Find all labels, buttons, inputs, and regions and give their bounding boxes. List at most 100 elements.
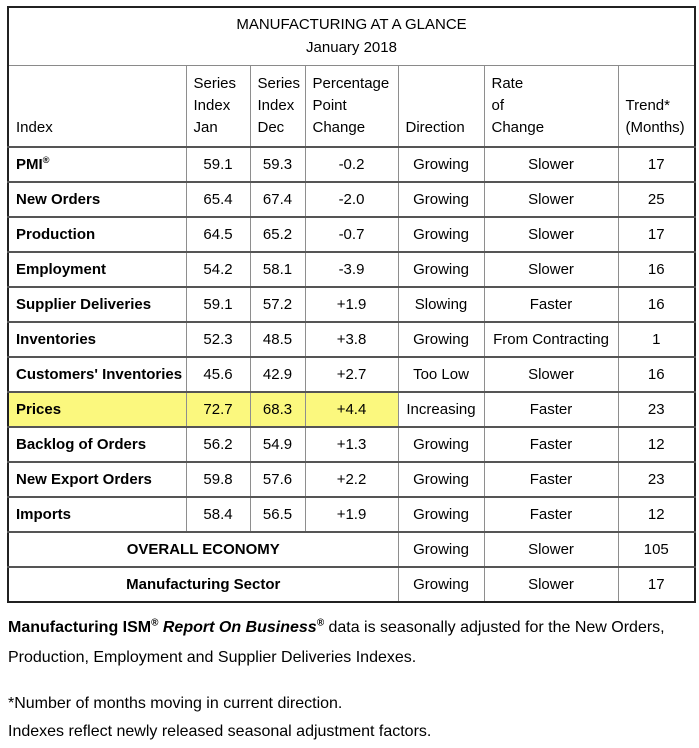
cell-percentage-point-change: +2.7 [304, 355, 398, 392]
cell-series-index-dec: 56.5 [249, 495, 305, 532]
cell-percentage-point-change: +4.4 [304, 390, 398, 427]
cell-trend-months: 1 [617, 320, 696, 357]
column-header-direction: Direction [397, 65, 484, 147]
cell-direction: Growing [397, 565, 484, 602]
cell-percentage-point-change: -3.9 [304, 250, 398, 287]
cell-index-name: New Export Orders [8, 460, 186, 497]
cell-trend-months: 17 [617, 145, 696, 182]
cell-series-index-jan: 45.6 [185, 355, 250, 392]
table-row-customers-inventories: Customers' Inventories 45.6 42.9 +2.7 Too Lo… [8, 355, 696, 392]
index-name: New Export Orders [16, 470, 152, 488]
footnote-segment: Report On Business [162, 618, 317, 636]
cell-rate-of-change: Slower [483, 215, 618, 252]
cell-index-name: Employment [8, 250, 186, 287]
cell-series-index-dec: 65.2 [249, 215, 305, 252]
cell-series-index-dec: 48.5 [249, 320, 305, 357]
cell-series-index-jan: 59.1 [185, 285, 250, 322]
cell-trend-months: 23 [617, 460, 696, 497]
footnote-segment: ® [316, 617, 324, 629]
table-title-block: MANUFACTURING AT A GLANCE January 2018 [8, 7, 696, 66]
index-name: Customers' Inventories [16, 365, 183, 383]
cell-trend-months: 23 [617, 390, 696, 427]
cell-direction: Growing [397, 320, 484, 357]
cell-direction: Too Low [397, 355, 484, 392]
cell-percentage-point-change: -2.0 [304, 180, 398, 217]
table-row-new-orders: New Orders 65.4 67.4 -2.0 Growing Slower 25 [8, 180, 696, 217]
cell-direction: Growing [397, 460, 484, 497]
cell-direction: Growing [397, 215, 484, 252]
table-row-inventories: Inventories 52.3 48.5 +3.8 Growing From Contr… [8, 320, 696, 357]
summary-row-manufacturing-sector: Manufacturing Sector Growing Slower 17 [8, 565, 696, 602]
cell-series-index-jan: 52.3 [185, 320, 250, 357]
cell-direction: Growing [397, 530, 484, 567]
cell-series-index-dec: 54.9 [249, 425, 305, 462]
cell-trend-months: 25 [617, 180, 696, 217]
cell-series-index-jan: 64.5 [185, 215, 250, 252]
cell-percentage-point-change: +1.9 [304, 285, 398, 322]
cell-series-index-dec: 58.1 [249, 250, 305, 287]
cell-trend-months: 105 [617, 530, 696, 567]
table-title: MANUFACTURING AT A GLANCE [236, 16, 467, 33]
cell-percentage-point-change: +3.8 [304, 320, 398, 357]
registered-mark: ® [42, 154, 50, 165]
cell-index-name: Production [8, 215, 186, 252]
cell-percentage-point-change: -0.2 [304, 145, 398, 182]
table-body: PMI® 59.1 59.3 -0.2 Growing Slower 17 New Order… [8, 145, 696, 532]
cell-series-index-jan: 54.2 [185, 250, 250, 287]
footnote-trend-months: *Number of months moving in current dire… [8, 694, 343, 712]
cell-series-index-dec: 42.9 [249, 355, 305, 392]
footnote-segment: Manufacturing ISM [8, 618, 152, 636]
cell-trend-months: 16 [617, 355, 696, 392]
cell-series-index-jan: 59.8 [185, 460, 250, 497]
cell-direction: Growing [397, 250, 484, 287]
cell-rate-of-change: Slower [483, 250, 618, 287]
header-row: Index Series Index Jan Series Index Dec Per… [8, 65, 696, 147]
summary-body: OVERALL ECONOMY Growing Slower 105 Manufactu… [8, 530, 696, 602]
cell-trend-months: 12 [617, 425, 696, 462]
cell-direction: Growing [397, 495, 484, 532]
index-name: Production [16, 225, 96, 243]
table-row-employment: Employment 54.2 58.1 -3.9 Growing Slower 16 [8, 250, 696, 287]
cell-series-index-dec: 57.2 [249, 285, 305, 322]
column-header-series-index-dec: Series Index Dec [249, 65, 305, 147]
footnote-seasonal-adjustment: Manufacturing ISM® Report On Business® d… [8, 613, 684, 673]
manufacturing-table: MANUFACTURING AT A GLANCE January 2018 I… [7, 6, 697, 603]
table-row-backlog-of-orders: Backlog of Orders 56.2 54.9 +1.3 Growing Fast… [8, 425, 696, 462]
cell-index-name: Prices [8, 390, 186, 427]
footnote-segment: data is seasonally adjusted for the New … [8, 618, 665, 666]
cell-percentage-point-change: +1.9 [304, 495, 398, 532]
cell-rate-of-change: Faster [483, 495, 618, 532]
cell-index-name: Supplier Deliveries [8, 285, 186, 322]
cell-series-index-dec: 68.3 [249, 390, 305, 427]
table-row-supplier-deliveries: Supplier Deliveries 59.1 57.2 +1.9 Slowing Fa… [8, 285, 696, 322]
cell-series-index-jan: 58.4 [185, 495, 250, 532]
cell-series-index-jan: 59.1 [185, 145, 250, 182]
index-name: PMI [16, 155, 43, 173]
index-name: Imports [16, 505, 72, 523]
cell-direction: Growing [397, 180, 484, 217]
cell-summary-label: Manufacturing Sector [8, 565, 398, 602]
cell-index-name: PMI® [8, 145, 186, 182]
cell-direction: Growing [397, 425, 484, 462]
index-name: Backlog of Orders [16, 435, 147, 453]
cell-rate-of-change: Slower [483, 565, 618, 602]
cell-percentage-point-change: +2.2 [304, 460, 398, 497]
table-subtitle: January 2018 [306, 39, 397, 56]
cell-trend-months: 16 [617, 285, 696, 322]
cell-series-index-dec: 67.4 [249, 180, 305, 217]
cell-percentage-point-change: +1.3 [304, 425, 398, 462]
cell-index-name: Customers' Inventories [8, 355, 186, 392]
column-header-percentage-point-change: Percentage Point Change [304, 65, 398, 147]
cell-series-index-jan: 65.4 [185, 180, 250, 217]
cell-direction: Increasing [397, 390, 484, 427]
footnotes: Manufacturing ISM® Report On Business® d… [8, 613, 684, 746]
cell-rate-of-change: Faster [483, 390, 618, 427]
cell-rate-of-change: Slower [483, 530, 618, 567]
cell-direction: Growing [397, 145, 484, 182]
cell-index-name: Backlog of Orders [8, 425, 186, 462]
cell-trend-months: 17 [617, 215, 696, 252]
cell-rate-of-change: Faster [483, 285, 618, 322]
cell-index-name: Imports [8, 495, 186, 532]
cell-index-name: Inventories [8, 320, 186, 357]
